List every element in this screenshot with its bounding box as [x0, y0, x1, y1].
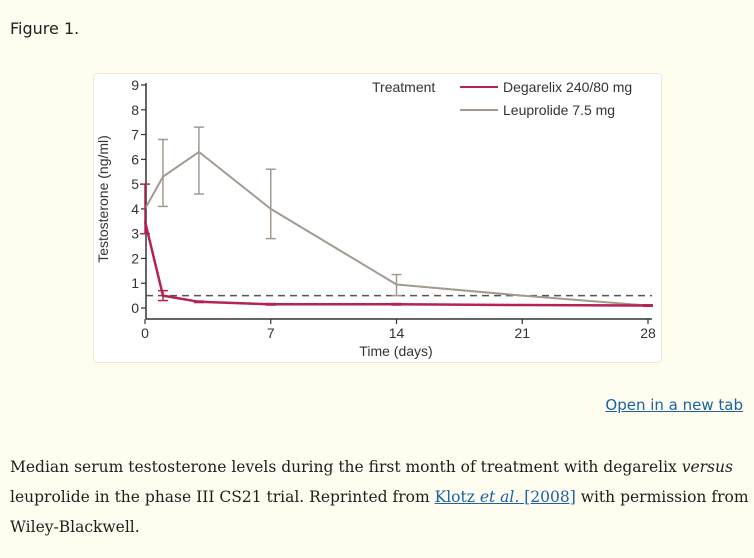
y-tick-label: 5 — [131, 176, 139, 192]
x-tick-label: 28 — [640, 325, 656, 341]
legend-label-degarelix: Degarelix 240/80 mg — [503, 79, 632, 95]
figure-label: Figure 1. — [10, 19, 80, 38]
reference-year: [2008] — [519, 488, 576, 506]
reference-etal: et al. — [479, 488, 520, 506]
y-tick-label: 1 — [131, 275, 139, 291]
y-tick-label: 6 — [131, 151, 139, 167]
figure-caption: Median serum testosterone levels during … — [10, 452, 750, 542]
x-tick-label: 14 — [389, 325, 405, 341]
leuprolide-error-bar — [391, 273, 402, 297]
caption-text-1: Median serum testosterone levels during … — [10, 458, 682, 476]
axes: 0 1 2 3 4 5 6 7 8 9 0 7 14 21 28 — [131, 77, 656, 341]
reference-link-klotz[interactable]: Klotz et al. [2008] — [435, 488, 576, 506]
caption-text-3: with permission from Wiley-Blackwell. — [10, 488, 749, 536]
legend-label-leuprolide: Leuprolide 7.5 mg — [503, 102, 615, 118]
x-tick-label: 7 — [267, 325, 275, 341]
open-in-new-tab-link[interactable]: Open in a new tab — [605, 396, 743, 414]
y-tick-label: 7 — [131, 127, 139, 143]
legend: Treatment Degarelix 240/80 mg Leuprolide… — [372, 79, 632, 118]
y-tick-label: 9 — [131, 77, 139, 93]
x-axis-title: Time (days) — [359, 343, 432, 359]
y-tick-label: 2 — [131, 250, 139, 266]
leuprolide-error-bar — [265, 168, 276, 240]
caption-text-2: leuprolide in the phase III CS21 trial. … — [10, 488, 435, 506]
y-tick-label: 3 — [131, 226, 139, 242]
y-tick-label: 4 — [131, 201, 139, 217]
caption-italic-versus: versus — [681, 458, 733, 476]
y-axis-title: Testosterone (ng/ml) — [95, 135, 111, 263]
x-tick-label: 21 — [514, 325, 530, 341]
chart-panel: 0 1 2 3 4 5 6 7 8 9 0 7 14 21 28 Treatment Degarelix 2… — [93, 73, 662, 363]
series-degarelix — [140, 183, 653, 308]
x-tick-label: 0 — [141, 325, 149, 341]
legend-title: Treatment — [372, 79, 435, 95]
degarelix-error-bar — [140, 183, 150, 235]
leuprolide-error-bar — [157, 138, 168, 208]
series-group — [140, 126, 653, 308]
testosterone-chart: 0 1 2 3 4 5 6 7 8 9 0 7 14 21 28 Treatment Degarelix 2… — [95, 77, 656, 359]
y-tick-label: 0 — [131, 300, 139, 316]
y-tick-label: 8 — [131, 102, 139, 118]
leuprolide-error-bar — [193, 126, 204, 195]
series-leuprolide — [144, 126, 649, 307]
reference-author: Klotz — [434, 488, 480, 506]
